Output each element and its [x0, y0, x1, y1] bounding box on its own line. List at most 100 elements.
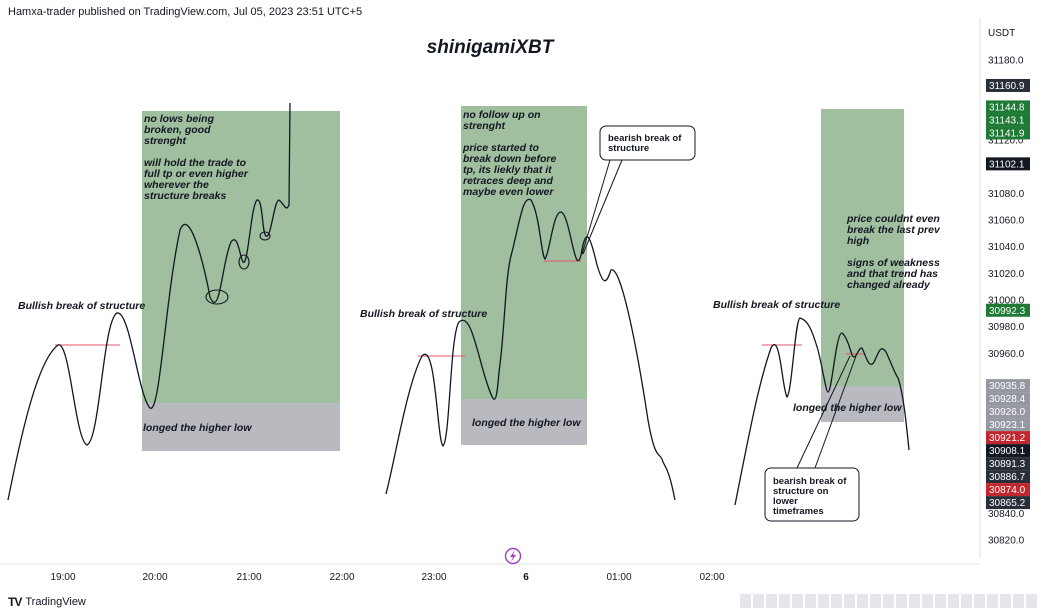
- price-tag-label: 31102.1: [989, 159, 1025, 170]
- brand-name: TradingView: [25, 596, 86, 608]
- callout-pointer: [582, 159, 623, 255]
- bottom-bar-block: [1026, 594, 1037, 608]
- time-tick-label: 21:00: [236, 572, 261, 583]
- mid-bullish-label: Bullish break of structure: [360, 308, 487, 320]
- price-tag-label: 30935.8: [989, 381, 1026, 392]
- lightning-icon-bolt: [510, 550, 516, 562]
- right-target-zone: [821, 109, 904, 386]
- note-line: structure: [608, 143, 649, 154]
- note-line: maybe even lower: [463, 186, 554, 198]
- bottom-bar-block: [948, 594, 959, 608]
- bottom-bar-block: [1000, 594, 1011, 608]
- price-tag-label: 30891.3: [989, 459, 1026, 470]
- note-line: structure on: [773, 486, 829, 497]
- bottom-bar-block: [870, 594, 881, 608]
- price-tag: [986, 444, 1030, 458]
- price-tag-label: 30908.1: [989, 446, 1026, 457]
- price-tick-label: 31060.0: [988, 216, 1025, 227]
- bottom-bar-block: [961, 594, 972, 608]
- note-line: price couldnt even: [846, 213, 940, 225]
- price-tick-label: 30980.0: [988, 322, 1025, 333]
- price-tag: [986, 457, 1030, 471]
- loop-circle: [238, 254, 250, 270]
- price-tag: [986, 100, 1030, 114]
- price-tag-label: 30921.2: [989, 433, 1026, 444]
- note-line: no lows being: [144, 113, 215, 125]
- price-tag: [986, 113, 1030, 127]
- note-line: no follow up on: [463, 109, 541, 121]
- note-line: tp, its liekly that it: [463, 164, 552, 176]
- note-line: signs of weakness: [847, 257, 940, 269]
- callout-pointer: [581, 159, 611, 255]
- lightning-icon[interactable]: [504, 547, 522, 565]
- mid-target-zone: [461, 106, 587, 399]
- right-price-path: [734, 317, 910, 506]
- left-bullish-label: Bullish break of structure: [18, 300, 145, 312]
- note-line: broken, good: [144, 124, 211, 136]
- note-line: timeframes: [773, 506, 824, 517]
- time-axis[interactable]: 19:00 20:00 21:00 22:00 23:00 6 01:00 02:00: [50, 572, 724, 583]
- price-tick-label: 31120.0: [988, 136, 1024, 147]
- price-tag-label: 30926.0: [989, 407, 1026, 418]
- price-tag-label: 30923.1: [989, 420, 1026, 431]
- note-line: strenght: [463, 120, 506, 132]
- price-tag: [986, 483, 1030, 497]
- price-tag-label: 31160.9: [989, 81, 1025, 92]
- price-tick-label: 31020.0: [988, 269, 1025, 280]
- note-line: changed already: [847, 279, 931, 291]
- note-line: break down before: [463, 153, 557, 165]
- note-line: price started to: [462, 142, 539, 154]
- bottom-bar-block: [740, 594, 751, 608]
- bottom-bar-block: [935, 594, 946, 608]
- bottom-bar-block: [883, 594, 894, 608]
- price-tags: 31160.9 31144.8 31143.1 31141.9 31102.1 30992…: [986, 78, 1030, 510]
- price-tick-label: 30840.0: [988, 509, 1025, 520]
- bottom-bar-block: [987, 594, 998, 608]
- note-line: wherever the: [144, 179, 209, 191]
- drawing-loops: [205, 231, 271, 305]
- loop-circle: [259, 231, 271, 241]
- time-tick-label: 6: [523, 572, 529, 583]
- price-tag-label: 30886.7: [989, 472, 1026, 483]
- price-tick-label: 31080.0: [988, 189, 1025, 200]
- note-line: lower: [773, 496, 798, 507]
- price-tick-label: 31000.0: [988, 296, 1025, 307]
- bottom-bar-block: [753, 594, 764, 608]
- price-tag: [986, 418, 1030, 432]
- price-tick-label: 30960.0: [988, 349, 1025, 360]
- callout-box: [599, 125, 696, 161]
- price-axis[interactable]: USDT: [979, 18, 1015, 558]
- price-tag: [986, 126, 1030, 140]
- price-tag-label: 30928.4: [989, 394, 1026, 405]
- time-tick-label: 23:00: [421, 572, 446, 583]
- tradingview-brand[interactable]: TV TradingView: [8, 595, 86, 609]
- bottom-bar-block: [792, 594, 803, 608]
- bottom-bar: [740, 594, 1037, 608]
- chart-title: shinigamiXBT: [426, 37, 554, 58]
- note-line: bearish break of: [773, 476, 847, 487]
- note-line: full tp or even higher: [144, 168, 249, 180]
- note-line: high: [847, 235, 869, 247]
- time-tick-label: 22:00: [329, 572, 354, 583]
- bottom-bar-block: [844, 594, 855, 608]
- price-tag: [986, 379, 1030, 393]
- right-longed-label: longed the higher low: [793, 402, 902, 414]
- position-boxes: [142, 106, 904, 451]
- bottom-bar-block: [857, 594, 868, 608]
- price-tag: [986, 405, 1030, 419]
- price-tag: [986, 431, 1030, 445]
- price-tag: [986, 78, 1030, 92]
- price-tag: [986, 303, 1030, 317]
- note-line: retraces deep and: [463, 175, 553, 187]
- time-tick-label: 20:00: [142, 572, 167, 583]
- price-paths: [7, 102, 910, 506]
- note-line: break the last prev: [847, 224, 941, 236]
- price-tag: [986, 470, 1030, 484]
- mid-price-path: [385, 198, 676, 501]
- price-tag-label: 30992.3: [989, 306, 1026, 317]
- bottom-bar-block: [766, 594, 777, 608]
